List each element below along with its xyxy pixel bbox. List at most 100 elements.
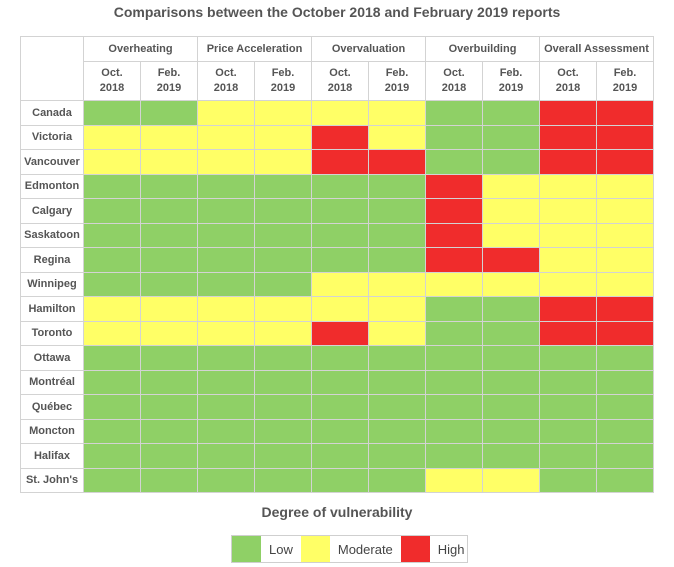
heatmap-cell-low xyxy=(482,124,540,150)
period-header: Feb. 2019 xyxy=(140,61,198,101)
heatmap-cell-high xyxy=(596,296,654,322)
heatmap-cell-high xyxy=(368,149,426,175)
heatmap-cell-low xyxy=(425,100,483,126)
heatmap-cell-low xyxy=(368,247,426,273)
heatmap-cell-low xyxy=(197,467,255,493)
period-header: Feb. 2019 xyxy=(368,61,426,101)
heatmap-cell-low xyxy=(197,222,255,248)
table-row: Montréal xyxy=(20,369,654,395)
heatmap-cell-mod xyxy=(368,124,426,150)
heatmap-cell-low xyxy=(83,467,141,493)
heatmap-body: Canada Victoria Vancouver Edmonton Calgary Sa… xyxy=(20,100,654,493)
heatmap-cell-low xyxy=(539,443,597,469)
heatmap-cell-low xyxy=(425,369,483,395)
heatmap-cell-low xyxy=(539,418,597,444)
heatmap-cell-low xyxy=(368,173,426,199)
heatmap-table: Overheating Price Acceleration Overvaluati… xyxy=(20,36,654,493)
heatmap-cell-low xyxy=(311,369,369,395)
heatmap-cell-high xyxy=(539,320,597,346)
heatmap-cell-low xyxy=(197,198,255,224)
heatmap-cell-mod xyxy=(197,320,255,346)
heatmap-cell-low xyxy=(482,320,540,346)
heatmap-cell-low xyxy=(254,198,312,224)
table-row: Moncton xyxy=(20,418,654,444)
legend-swatch xyxy=(300,536,330,562)
heatmap-cell-low xyxy=(596,467,654,493)
heatmap-cell-low xyxy=(140,467,198,493)
heatmap-cell-low xyxy=(197,247,255,273)
group-header: Price Acceleration xyxy=(197,36,312,62)
heatmap-cell-low xyxy=(140,394,198,420)
heatmap-cell-low xyxy=(311,418,369,444)
heatmap-cell-low xyxy=(596,443,654,469)
heatmap-cell-mod xyxy=(83,149,141,175)
heatmap-cell-low xyxy=(482,100,540,126)
heatmap-cell-low xyxy=(197,173,255,199)
heatmap-header: Overheating Price Acceleration Overvaluati… xyxy=(20,36,654,101)
heatmap-cell-low xyxy=(197,369,255,395)
period-header: Oct. 2018 xyxy=(197,61,255,101)
heatmap-cell-mod xyxy=(83,124,141,150)
row-label: Halifax xyxy=(20,443,84,469)
heatmap-cell-high xyxy=(482,247,540,273)
legend-item: Low xyxy=(232,536,301,562)
heatmap-cell-mod xyxy=(368,100,426,126)
heatmap-cell-mod xyxy=(83,296,141,322)
heatmap-cell-low xyxy=(482,345,540,371)
heatmap-cell-mod xyxy=(539,198,597,224)
heatmap-cell-high xyxy=(596,320,654,346)
heatmap-cell-low xyxy=(311,394,369,420)
heatmap-cell-low xyxy=(83,173,141,199)
row-label: Canada xyxy=(20,100,84,126)
heatmap-cell-low xyxy=(140,418,198,444)
heatmap-cell-low xyxy=(254,394,312,420)
period-month: Feb. xyxy=(613,67,637,79)
heatmap-cell-high xyxy=(539,100,597,126)
heatmap-cell-low xyxy=(311,173,369,199)
row-label: Victoria xyxy=(20,124,84,150)
heatmap-cell-low xyxy=(83,100,141,126)
heatmap-cell-mod xyxy=(140,124,198,150)
row-label: Toronto xyxy=(20,320,84,346)
period-year: 2019 xyxy=(384,82,410,94)
period-month: Feb. xyxy=(385,67,409,79)
heatmap-cell-mod xyxy=(482,222,540,248)
period-header: Feb. 2019 xyxy=(482,61,540,101)
heatmap-cell-low xyxy=(140,369,198,395)
period-year: 2018 xyxy=(327,82,353,94)
heatmap-cell-mod xyxy=(425,467,483,493)
heatmap-cell-low xyxy=(425,296,483,322)
legend: Low Moderate High xyxy=(231,535,468,563)
row-label: Saskatoon xyxy=(20,222,84,248)
row-label: Edmonton xyxy=(20,173,84,199)
row-label: Hamilton xyxy=(20,296,84,322)
heatmap-cell-low xyxy=(83,222,141,248)
heatmap-cell-mod xyxy=(482,271,540,297)
heatmap-cell-low xyxy=(197,443,255,469)
corner-cell xyxy=(20,36,84,101)
heatmap-cell-low xyxy=(368,369,426,395)
heatmap-cell-high xyxy=(596,100,654,126)
table-row: Saskatoon xyxy=(20,222,654,248)
period-header: Oct. 2018 xyxy=(311,61,369,101)
heatmap-cell-low xyxy=(368,443,426,469)
period-month: Oct. xyxy=(557,67,579,79)
heatmap-cell-mod xyxy=(368,271,426,297)
heatmap-cell-mod xyxy=(140,149,198,175)
heatmap-cell-mod xyxy=(596,198,654,224)
heatmap-cell-mod xyxy=(254,149,312,175)
legend-label: High xyxy=(437,541,465,557)
heatmap-cell-low xyxy=(482,149,540,175)
heatmap-cell-mod xyxy=(425,271,483,297)
row-label: Vancouver xyxy=(20,149,84,175)
group-header-row: Overheating Price Acceleration Overvaluati… xyxy=(20,36,654,101)
heatmap-cell-low xyxy=(254,443,312,469)
heatmap-cell-high xyxy=(596,149,654,175)
heatmap-cell-low xyxy=(368,345,426,371)
heatmap-cell-high xyxy=(425,247,483,273)
period-year: 2018 xyxy=(99,82,125,94)
legend-item: Moderate xyxy=(300,536,401,562)
heatmap-cell-low xyxy=(425,394,483,420)
period-header: Feb. 2019 xyxy=(254,61,312,101)
heatmap-cell-low xyxy=(425,149,483,175)
